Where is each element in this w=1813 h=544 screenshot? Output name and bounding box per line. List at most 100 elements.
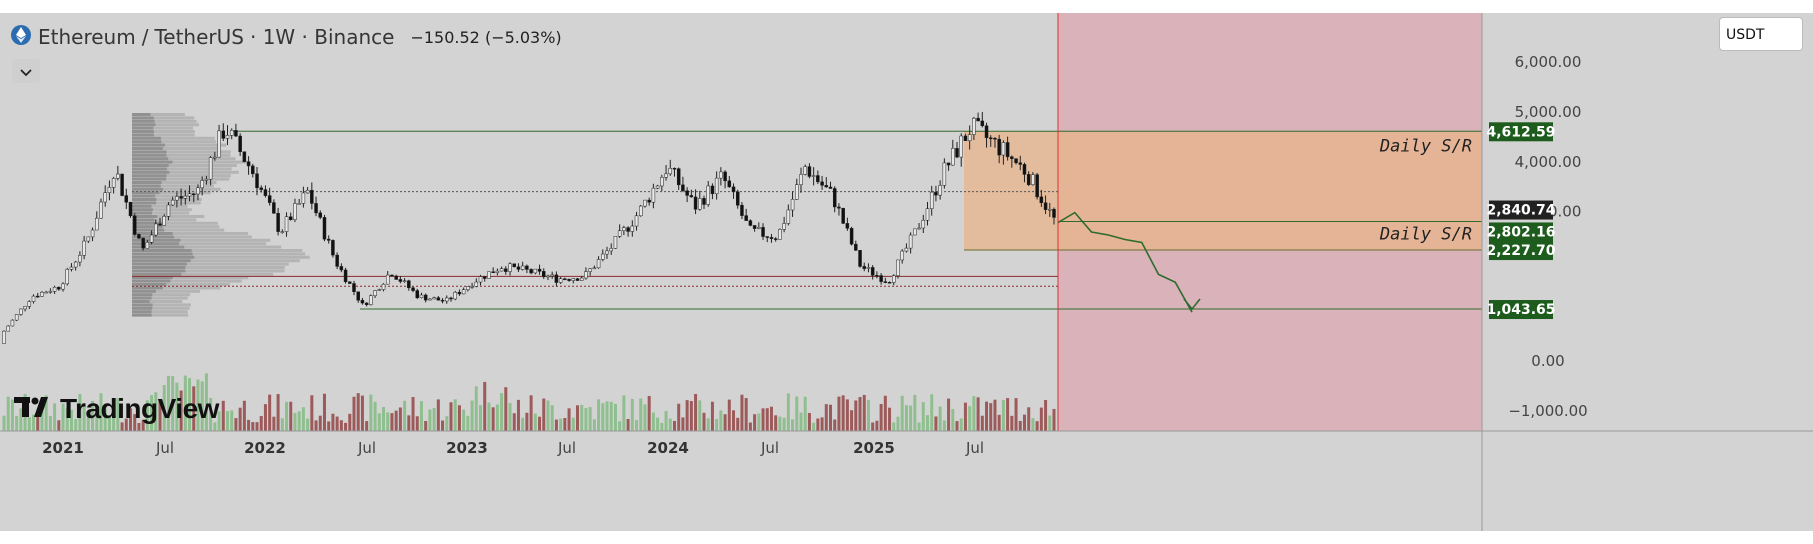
candle xyxy=(1010,157,1013,159)
volume-profile-bar-inner xyxy=(132,171,169,174)
candle xyxy=(175,196,178,200)
candle xyxy=(909,235,912,248)
candle xyxy=(108,187,111,192)
time-tick: 2025 xyxy=(853,439,895,457)
volume-bar xyxy=(483,382,486,431)
candle xyxy=(428,299,431,300)
candle xyxy=(783,223,786,229)
candle xyxy=(854,244,857,250)
candle xyxy=(1036,175,1039,197)
volume-bar xyxy=(972,396,975,431)
volume-bar xyxy=(530,395,533,431)
volume-bar xyxy=(719,410,722,431)
volume-bar xyxy=(631,399,634,431)
volume-profile-bar-inner xyxy=(132,113,150,116)
volume-bar xyxy=(669,419,672,431)
volume-bar xyxy=(686,400,689,431)
candle xyxy=(180,196,183,198)
candle xyxy=(331,240,334,255)
candle xyxy=(694,197,697,209)
candle xyxy=(981,121,984,126)
volume-bar xyxy=(1015,398,1018,431)
tv-logo-icon xyxy=(14,395,54,423)
volume-bar xyxy=(386,412,389,431)
candle xyxy=(239,136,242,152)
symbol-header[interactable]: Ethereum / TetherUS · 1W · Binance −150.… xyxy=(10,25,562,49)
candle xyxy=(163,216,166,225)
candle xyxy=(256,174,259,188)
candle xyxy=(816,176,819,182)
candle xyxy=(1031,175,1034,185)
volume-bar xyxy=(449,402,452,431)
volume-profile-bar-inner xyxy=(132,246,184,249)
volume-bar xyxy=(821,417,824,431)
volume-bar xyxy=(656,418,659,431)
time-tick: Jul xyxy=(357,439,376,457)
volume-bar xyxy=(981,416,984,431)
candle xyxy=(943,163,946,186)
candle xyxy=(192,194,195,195)
volume-bar xyxy=(610,402,613,431)
candle xyxy=(433,298,436,299)
volume-bar xyxy=(256,422,259,431)
volume-bar xyxy=(420,401,423,431)
candle xyxy=(660,177,663,186)
volume-bar xyxy=(382,407,385,431)
volume-bar xyxy=(597,399,600,431)
volume-bar xyxy=(880,404,883,431)
volume-bar xyxy=(724,414,727,431)
volume-bar xyxy=(525,413,528,431)
candle xyxy=(584,272,587,278)
volume-bar xyxy=(348,414,351,431)
candle xyxy=(913,229,916,235)
candle xyxy=(665,174,668,177)
volume-bar xyxy=(268,395,271,431)
volume-bar xyxy=(740,395,743,431)
volume-bar xyxy=(934,416,937,431)
collapse-legend-button[interactable] xyxy=(12,59,40,83)
candle xyxy=(517,267,520,270)
volume-bar xyxy=(694,394,697,431)
candle xyxy=(87,237,90,241)
candle xyxy=(956,148,959,157)
volume-bar xyxy=(323,394,326,431)
price-chart[interactable]: Daily S/R Daily S/R 6,000.00 5,000.00 4,000.… xyxy=(0,13,1813,531)
candle xyxy=(483,277,486,279)
candle xyxy=(985,126,988,138)
volume-profile-bar-inner xyxy=(132,154,166,157)
candle xyxy=(778,229,781,239)
volume-bar xyxy=(353,397,356,431)
candle xyxy=(690,195,693,197)
volume-bar xyxy=(846,399,849,431)
volume-bar xyxy=(454,399,457,431)
symbol-name: Ethereum xyxy=(38,25,136,49)
candle xyxy=(95,218,98,230)
volume-bar xyxy=(703,413,706,431)
candle xyxy=(1048,209,1051,210)
candle xyxy=(918,228,921,229)
candle xyxy=(471,286,474,287)
candle xyxy=(1053,209,1056,217)
candle xyxy=(315,203,318,212)
volume-bar xyxy=(749,423,752,431)
candle xyxy=(546,276,549,277)
volume-bar xyxy=(403,401,406,431)
candle xyxy=(757,227,760,228)
volume-bar xyxy=(1027,407,1030,431)
candle xyxy=(681,185,684,191)
volume-bar xyxy=(926,415,929,431)
volume-bar xyxy=(681,417,684,431)
candle xyxy=(458,292,461,294)
candle xyxy=(420,295,423,298)
volume-bar xyxy=(243,401,246,431)
candle xyxy=(251,166,254,174)
volume-bar xyxy=(289,402,292,431)
volume-bar xyxy=(736,418,739,431)
volume-bar xyxy=(336,417,339,431)
candle xyxy=(901,251,904,260)
currency-selector[interactable]: USDT xyxy=(1719,17,1803,51)
candle xyxy=(1019,163,1022,165)
candle xyxy=(993,138,996,139)
candle xyxy=(639,206,642,216)
volume-bar xyxy=(762,408,765,431)
